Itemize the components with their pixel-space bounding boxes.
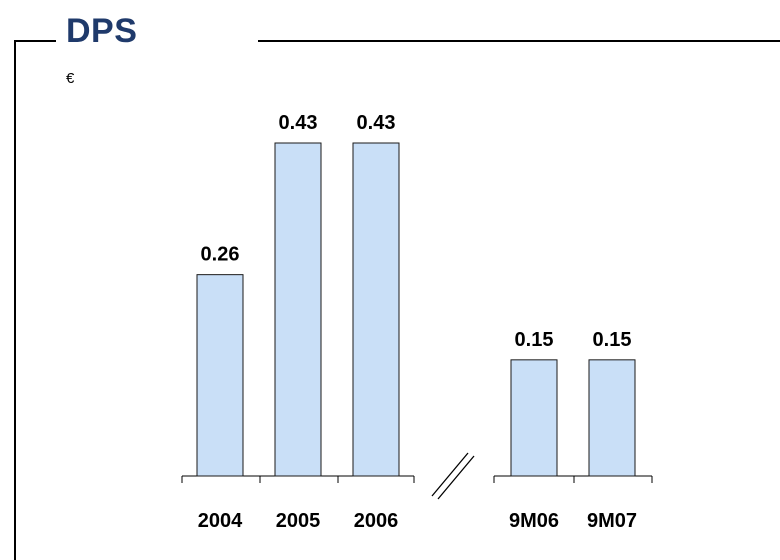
x-tick-label: 2005 bbox=[276, 510, 321, 532]
frame-line-left bbox=[14, 40, 16, 560]
unit-label: € bbox=[66, 70, 75, 87]
x-tick-label: 2004 bbox=[198, 510, 243, 532]
bar bbox=[352, 142, 400, 477]
bar bbox=[588, 359, 636, 477]
data-label: 0.15 bbox=[593, 329, 632, 351]
axis-break-mark bbox=[437, 455, 475, 500]
x-tick-label: 9M07 bbox=[587, 510, 637, 532]
chart-title: DPS bbox=[66, 12, 138, 50]
axis-break-mark bbox=[431, 452, 469, 497]
x-tick-label: 2006 bbox=[354, 510, 399, 532]
x-tick-label: 9M06 bbox=[509, 510, 559, 532]
frame-line-top-left bbox=[14, 40, 56, 42]
data-label: 0.43 bbox=[357, 112, 396, 134]
data-label: 0.15 bbox=[515, 329, 554, 351]
data-label: 0.26 bbox=[201, 244, 240, 266]
frame-line-top-right bbox=[258, 40, 780, 42]
data-label: 0.43 bbox=[279, 112, 318, 134]
bar bbox=[510, 359, 558, 477]
bar bbox=[274, 142, 322, 477]
bar bbox=[196, 274, 244, 477]
